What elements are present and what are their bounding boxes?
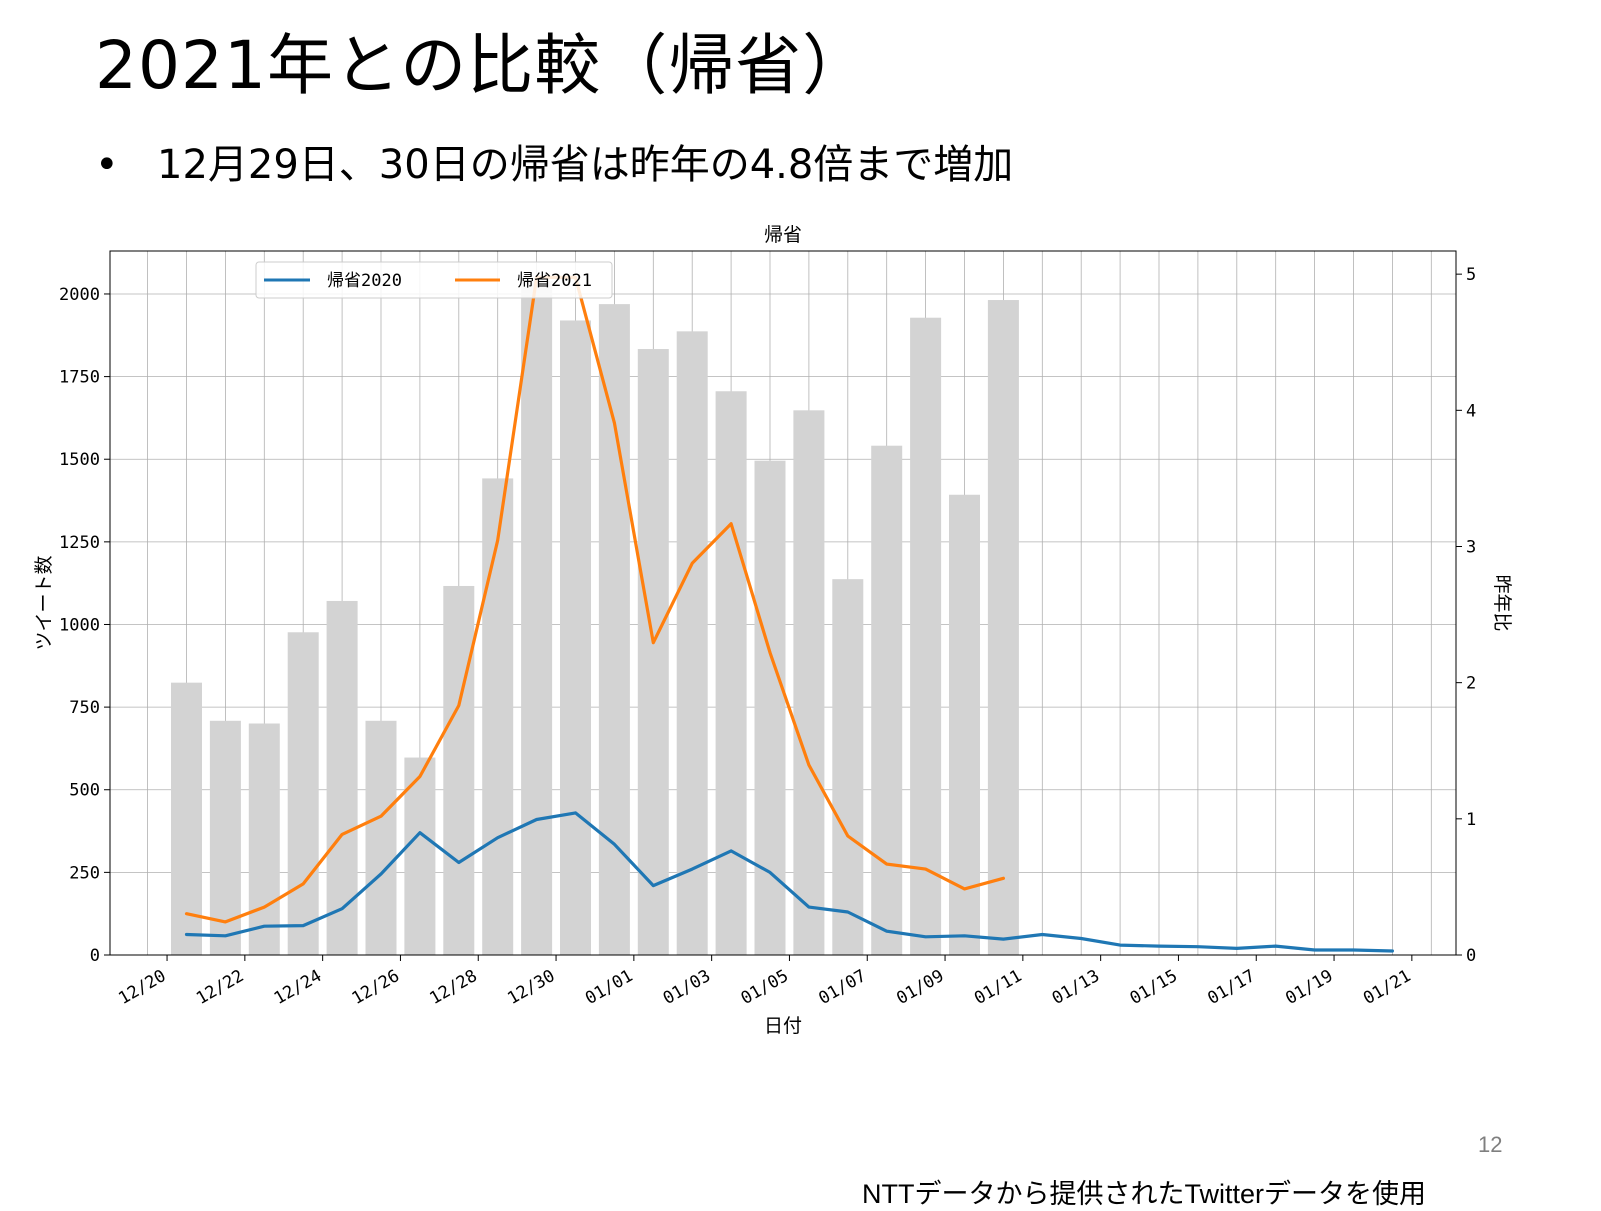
ratio-bar bbox=[560, 320, 591, 956]
ratio-bar bbox=[209, 720, 241, 955]
y-right-tick-label: 4 bbox=[1466, 401, 1476, 421]
bars-ratio bbox=[171, 280, 1019, 956]
bullet-point: • 12月29日、30日の帰省は昨年の4.8倍まで増加 bbox=[95, 132, 1013, 190]
right-axis: 0 1 2 3 4 5 bbox=[1456, 265, 1476, 966]
x-axis: 12/20 12/22 12/24 12/26 12/28 12/30 01/01 01/03… bbox=[115, 955, 1414, 1009]
ratio-bar bbox=[404, 757, 436, 955]
left-axis: 0 250 500 750 1000 1250 1500 1750 2000 bbox=[59, 285, 110, 966]
series-line-2021 bbox=[184, 275, 1006, 924]
x-tick-label: 01/01 bbox=[582, 966, 636, 1009]
x-tick-label: 01/05 bbox=[738, 966, 792, 1009]
ratio-bar bbox=[248, 723, 280, 955]
y-left-tick-label: 750 bbox=[69, 698, 100, 718]
y-left-tick-label: 0 bbox=[90, 946, 100, 966]
plot-frame bbox=[109, 250, 1457, 956]
y-right-tick-label: 3 bbox=[1466, 537, 1476, 557]
x-tick-label: 12/26 bbox=[349, 966, 403, 1009]
x-tick-label: 12/20 bbox=[115, 966, 169, 1009]
x-tick-label: 01/21 bbox=[1360, 966, 1414, 1009]
y-left-tick-label: 1500 bbox=[59, 450, 100, 470]
ratio-bar bbox=[715, 391, 747, 955]
ratio-bar bbox=[987, 300, 1019, 956]
x-tick-label: 01/17 bbox=[1204, 966, 1258, 1009]
ratio-bar bbox=[171, 682, 202, 955]
y-left-tick-label: 1000 bbox=[59, 615, 100, 635]
x-tick-label: 01/13 bbox=[1049, 966, 1103, 1009]
ratio-bar bbox=[793, 410, 825, 955]
ratio-bar bbox=[910, 317, 942, 955]
y-left-tick-label: 1250 bbox=[59, 533, 100, 553]
bullet-text: 12月29日、30日の帰省は昨年の4.8倍まで増加 bbox=[157, 142, 1014, 188]
y-right-tick-label: 5 bbox=[1466, 265, 1476, 285]
x-tick-label: 01/07 bbox=[815, 966, 869, 1009]
y-axis-right-label: 昨年比 bbox=[1491, 574, 1513, 631]
x-tick-label: 01/15 bbox=[1127, 966, 1181, 1009]
x-tick-label: 12/22 bbox=[193, 966, 247, 1009]
x-axis-label: 日付 bbox=[764, 1015, 802, 1037]
y-left-tick-label: 500 bbox=[69, 781, 100, 801]
ratio-bar bbox=[676, 331, 708, 955]
ratio-bar bbox=[871, 445, 903, 955]
slide-title: 2021年との比較（帰省） bbox=[95, 27, 870, 104]
ratio-bar bbox=[365, 720, 397, 955]
ratio-bar bbox=[637, 349, 669, 955]
x-tick-label: 01/03 bbox=[660, 966, 714, 1009]
source-note: NTTデータから提供されたTwitterデータを使用 bbox=[862, 1179, 1426, 1209]
ratio-bar bbox=[949, 494, 980, 955]
legend: 帰省2020 帰省2021 bbox=[255, 261, 613, 299]
series-lines bbox=[184, 275, 1395, 953]
bullet-icon: • bbox=[95, 142, 119, 188]
y-right-tick-label: 2 bbox=[1466, 674, 1476, 694]
ratio-bar bbox=[287, 632, 319, 955]
ratio-bar bbox=[326, 600, 358, 955]
x-tick-label: 12/28 bbox=[426, 966, 480, 1009]
x-tick-label: 01/11 bbox=[971, 966, 1025, 1009]
ratio-bar bbox=[482, 478, 514, 955]
legend-box bbox=[255, 261, 613, 299]
x-tick-label: 12/24 bbox=[271, 966, 325, 1009]
y-axis-left-label: ツイート数 bbox=[33, 555, 55, 650]
ratio-bar bbox=[443, 585, 475, 955]
y-right-tick-label: 1 bbox=[1466, 810, 1476, 830]
y-left-tick-label: 2000 bbox=[59, 285, 100, 305]
x-tick-label: 12/30 bbox=[504, 966, 558, 1009]
series-line-2020 bbox=[184, 811, 1395, 953]
x-tick-label: 01/09 bbox=[893, 966, 947, 1009]
legend-label-2021: 帰省2021 bbox=[517, 271, 592, 291]
y-left-tick-label: 1750 bbox=[59, 368, 100, 388]
ratio-bar bbox=[832, 579, 864, 955]
chart-title: 帰省 bbox=[764, 224, 802, 246]
x-tick-label: 01/19 bbox=[1282, 966, 1336, 1009]
page-number: 12 bbox=[1478, 1132, 1503, 1157]
legend-label-2020: 帰省2020 bbox=[327, 271, 402, 291]
ratio-bar bbox=[521, 280, 553, 955]
chart: 0 250 500 750 1000 1250 1500 1750 2000 0 1 2 3 4 5 12… bbox=[33, 224, 1513, 1037]
y-right-tick-label: 0 bbox=[1466, 946, 1476, 966]
y-left-tick-label: 250 bbox=[69, 863, 100, 883]
